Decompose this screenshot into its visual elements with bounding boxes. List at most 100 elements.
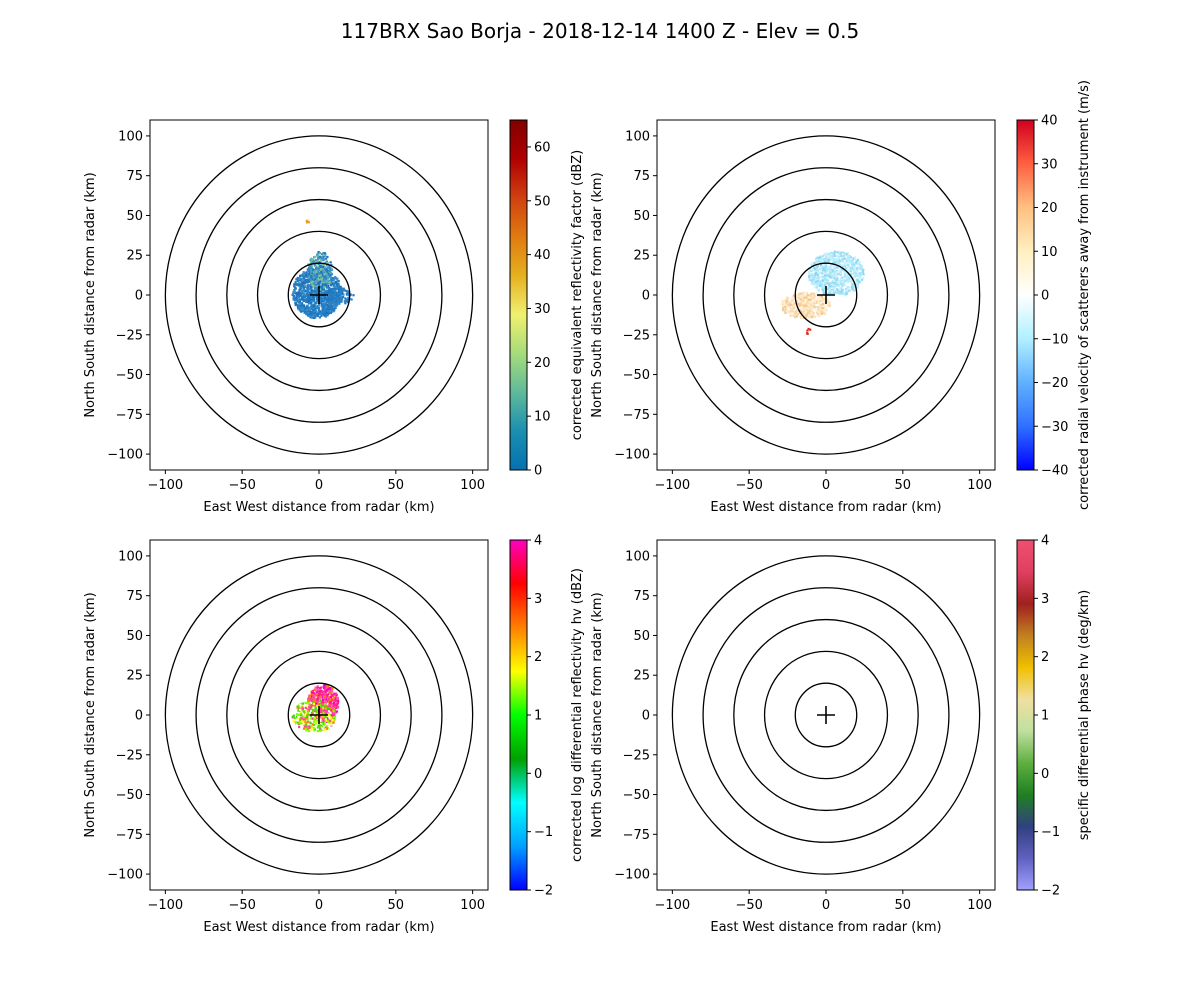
colorbar-tick-label: 3	[1041, 592, 1049, 607]
colorbar-tick-label: 1	[1041, 709, 1049, 724]
y-tick-label: 0	[642, 289, 650, 304]
colorbar-gradient	[1016, 119, 1035, 471]
x-tick-label: 50	[895, 478, 912, 493]
colorbar-tick-label: 0	[534, 767, 542, 782]
x-tick-label: −100	[655, 478, 691, 493]
colorbar-gradient	[509, 119, 528, 471]
range-ring-100	[671, 555, 981, 875]
y-tick-label: 50	[633, 629, 650, 644]
y-tick-label: −100	[107, 448, 143, 463]
colorbar-gradient	[1016, 539, 1035, 891]
y-tick-label: −75	[116, 408, 143, 423]
y-tick-label: −75	[623, 828, 650, 843]
range-ring-60	[226, 198, 412, 392]
y-tick-label: −100	[614, 448, 650, 463]
echo-east	[323, 287, 355, 305]
x-tick-label: −50	[735, 478, 762, 493]
y-tick-label: 100	[625, 549, 650, 564]
y-tick-label: 25	[633, 669, 650, 684]
y-axis-label: North South distance from radar (km)	[83, 592, 98, 837]
y-tick-label: −100	[614, 868, 650, 883]
colorbar-tick-label: −20	[1041, 376, 1068, 391]
panel-kdp: −100 −50 0 50 100 −100 −75 −50 −25 0 25 50 75 100 East…	[590, 534, 1092, 936]
y-axis-label: North South distance from radar (km)	[590, 592, 605, 837]
x-tick-label: 100	[967, 898, 992, 913]
y-axis-label: North South distance from radar (km)	[590, 172, 605, 417]
y-tick-label: −25	[623, 328, 650, 343]
range-ring-20	[287, 682, 351, 748]
colorbar-tick-label: 20	[1041, 201, 1058, 216]
colorbar-label: corrected equivalent reflectivity factor…	[570, 150, 585, 441]
range-ring-20	[794, 682, 858, 748]
y-axis-label: North South distance from radar (km)	[83, 172, 98, 417]
x-axis-label: East West distance from radar (km)	[710, 500, 941, 515]
colorbar-label: corrected radial velocity of scatterers …	[1077, 80, 1092, 510]
panels: −100 −50 0 50 100−100−75−50−250255075100East…	[83, 80, 1092, 935]
range-ring-60	[733, 618, 919, 812]
y-tick-label: 25	[126, 669, 143, 684]
echo-outbound	[780, 291, 832, 320]
x-tick-label: 0	[315, 898, 323, 913]
plot-area	[164, 555, 474, 875]
y-tick-label: −75	[116, 828, 143, 843]
x-axis-label: East West distance from radar (km)	[203, 500, 434, 515]
y-tick-label: 75	[126, 589, 143, 604]
y-tick-label: −100	[107, 868, 143, 883]
y-tick-label: 0	[135, 709, 143, 724]
colorbar-tick-label: 10	[1041, 245, 1058, 260]
colorbar-tick-label: 2	[534, 650, 542, 665]
y-tick-label: 25	[633, 249, 650, 264]
y-tick-label: 100	[625, 129, 650, 144]
x-tick-label: −50	[228, 478, 255, 493]
y-tick-label: −25	[116, 748, 143, 763]
x-tick-label: 50	[388, 898, 405, 913]
y-tick-label: 25	[126, 249, 143, 264]
colorbar-tick-label: 30	[534, 302, 551, 317]
colorbar-tick-label: −1	[1041, 825, 1060, 840]
colorbar: −40 −30 −20 −10 0 10 20 30 40 corrected radial ve…	[1016, 80, 1092, 510]
x-tick-label: −100	[655, 898, 691, 913]
colorbar-tick-label: 20	[534, 356, 551, 371]
range-ring-40	[256, 650, 382, 780]
x-tick-label: 0	[822, 478, 830, 493]
x-tick-label: −50	[735, 898, 762, 913]
colorbar-tick-label: −30	[1041, 420, 1068, 435]
colorbar-tick-label: 40	[1041, 114, 1058, 129]
colorbar: −2 −1 0 1 2 3 4 corrected log differential refl…	[509, 534, 585, 899]
x-tick-label: −50	[228, 898, 255, 913]
x-tick-label: 0	[315, 478, 323, 493]
colorbar-tick-label: 60	[534, 140, 551, 155]
y-tick-label: −50	[116, 788, 143, 803]
range-ring-80	[195, 167, 443, 423]
colorbar-tick-label: 3	[534, 592, 542, 607]
x-tick-label: 100	[967, 478, 992, 493]
echo-isolated	[305, 219, 310, 224]
colorbar-tick-label: 4	[1041, 534, 1049, 549]
x-axis-label: East West distance from radar (km)	[203, 920, 434, 935]
y-tick-label: 75	[633, 169, 650, 184]
x-axis-label: East West distance from radar (km)	[710, 920, 941, 935]
colorbar-gradient	[509, 539, 528, 891]
colorbar: −2 −1 0 1 2 3 4 specific differential phase hv …	[1016, 534, 1092, 899]
panel-velocity: −100 −50 0 50 100−100−75−50−250255075100East…	[590, 80, 1092, 515]
y-tick-label: −75	[623, 408, 650, 423]
y-tick-label: −50	[623, 788, 650, 803]
colorbar: 0 10 20 30 40 50 60 corrected equivalent reflec…	[509, 119, 585, 479]
y-tick-label: 75	[126, 169, 143, 184]
x-tick-label: 0	[822, 898, 830, 913]
echo-fast	[806, 327, 812, 335]
range-ring-20	[794, 262, 858, 328]
colorbar-tick-label: 40	[534, 248, 551, 263]
plot-area	[671, 555, 981, 875]
x-tick-label: 50	[895, 898, 912, 913]
colorbar-tick-label: 1	[534, 709, 542, 724]
colorbar-tick-label: −1	[534, 825, 553, 840]
y-tick-label: 50	[126, 209, 143, 224]
colorbar-tick-label: 0	[534, 464, 542, 479]
range-ring-100	[164, 135, 474, 455]
y-tick-label: −25	[116, 328, 143, 343]
colorbar-tick-label: 0	[1041, 289, 1049, 304]
y-tick-label: 100	[118, 549, 143, 564]
y-tick-label: 0	[642, 709, 650, 724]
